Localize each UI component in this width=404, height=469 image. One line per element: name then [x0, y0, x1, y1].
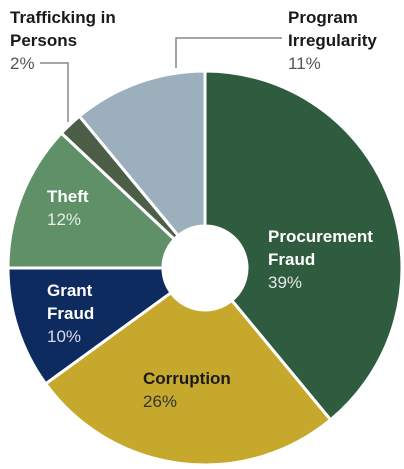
- slice-label: Corruption 26%: [143, 367, 263, 413]
- value-label: 12%: [47, 210, 82, 229]
- category-name: Program Irregularity: [288, 8, 377, 50]
- value-label: 26%: [143, 392, 178, 411]
- category-name: Theft: [47, 187, 89, 206]
- slice: [203, 69, 404, 422]
- slice: [77, 69, 207, 238]
- slice: [43, 290, 333, 467]
- value-label: 10%: [47, 327, 82, 346]
- value-label: 2%: [10, 54, 35, 73]
- category-name: Corruption: [143, 369, 231, 388]
- value-label: 11%: [288, 54, 321, 73]
- slice-label: Procurement Fraud 39%: [268, 225, 398, 294]
- category-name: Procurement Fraud: [268, 227, 373, 269]
- value-label: 39%: [268, 273, 303, 292]
- slice-label: Trafficking in Persons 2%: [10, 6, 140, 75]
- slice-label: Program Irregularity 11%: [288, 6, 398, 75]
- slice-label: Theft 12%: [47, 185, 127, 231]
- category-name: Grant Fraud: [47, 281, 95, 323]
- slice: [6, 131, 177, 270]
- category-name: Trafficking in Persons: [10, 8, 116, 50]
- leader-line: [40, 62, 69, 122]
- slice-label: Grant Fraud 10%: [47, 279, 107, 348]
- slice: [6, 266, 174, 386]
- leader-line: [175, 37, 282, 68]
